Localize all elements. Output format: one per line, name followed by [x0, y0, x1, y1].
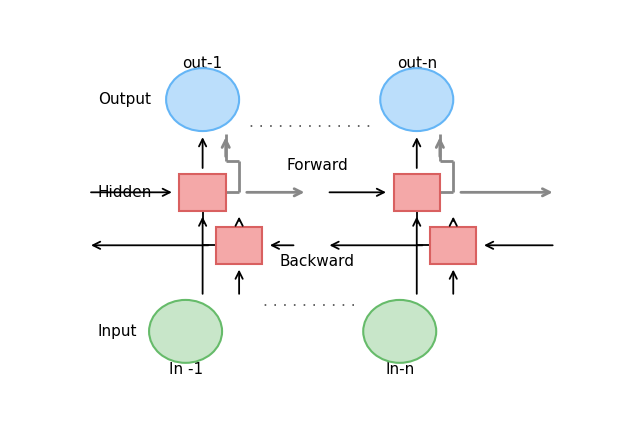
Ellipse shape — [149, 300, 222, 363]
Bar — [430, 227, 477, 264]
Bar — [180, 174, 225, 211]
Text: . . . . . . . . . .: . . . . . . . . . . — [263, 294, 356, 309]
Text: . . . . . . . . . . . . .: . . . . . . . . . . . . . — [249, 115, 371, 130]
Ellipse shape — [381, 68, 453, 131]
Text: out-n: out-n — [397, 56, 437, 71]
Text: Backward: Backward — [279, 255, 354, 269]
Ellipse shape — [363, 300, 436, 363]
Text: In-n: In-n — [385, 362, 414, 377]
Text: Input: Input — [98, 324, 138, 339]
Ellipse shape — [166, 68, 239, 131]
Text: Output: Output — [98, 92, 151, 107]
Bar — [216, 227, 263, 264]
Text: In -1: In -1 — [168, 362, 203, 377]
Text: Forward: Forward — [286, 158, 348, 173]
Text: Hidden: Hidden — [98, 185, 153, 200]
Bar — [394, 174, 440, 211]
Text: out-1: out-1 — [183, 56, 223, 71]
